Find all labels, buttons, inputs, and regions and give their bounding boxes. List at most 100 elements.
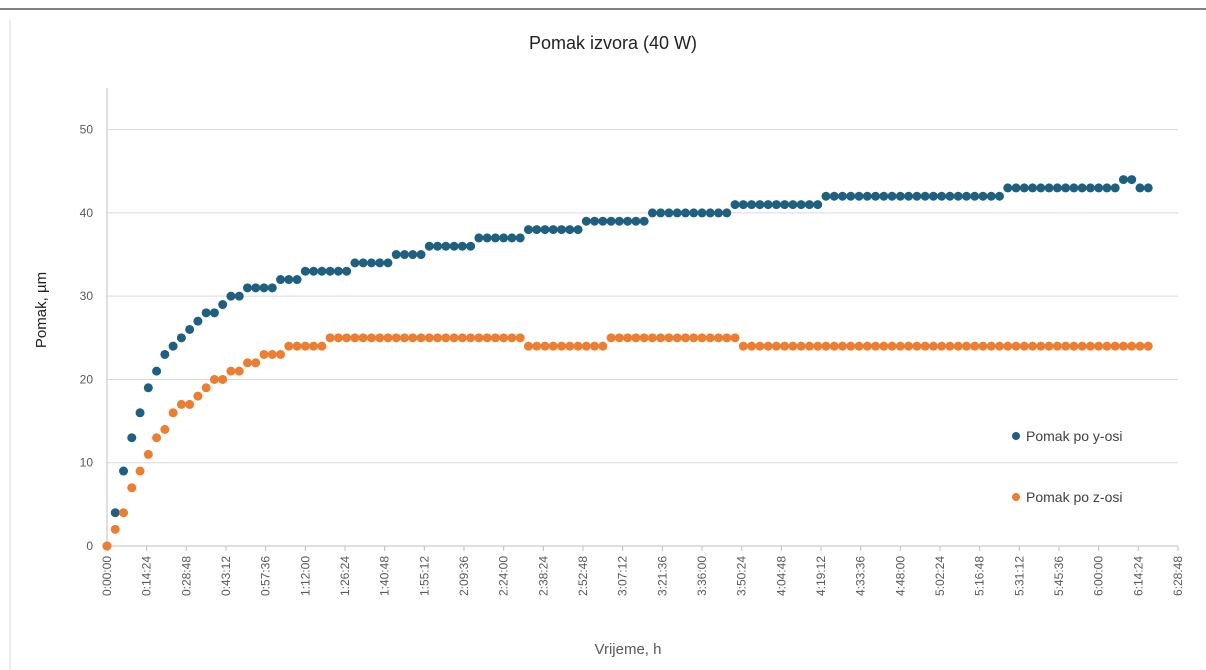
data-point — [763, 200, 773, 210]
data-point — [945, 191, 955, 201]
data-point — [788, 341, 798, 351]
data-point — [400, 250, 409, 260]
data-point — [1052, 183, 1062, 193]
data-point — [168, 341, 178, 351]
data-point — [1052, 341, 1062, 351]
data-point — [1085, 341, 1095, 351]
data-point — [639, 333, 649, 343]
data-point — [119, 508, 129, 518]
data-point — [862, 191, 872, 201]
data-point — [895, 341, 905, 351]
data-point — [581, 341, 591, 351]
data-point — [606, 333, 616, 343]
data-point — [1028, 341, 1038, 351]
data-point — [788, 200, 798, 210]
data-point — [623, 216, 633, 226]
data-point — [557, 225, 567, 235]
data-point — [1044, 341, 1054, 351]
x-tick-label: 1:55:12 — [417, 556, 431, 596]
data-point — [1102, 341, 1112, 351]
data-point — [573, 341, 583, 351]
data-point — [680, 333, 690, 343]
data-point — [1003, 341, 1013, 351]
data-point — [961, 191, 971, 201]
data-point — [945, 341, 955, 351]
data-point — [152, 433, 162, 443]
data-point — [1135, 183, 1145, 193]
data-point — [135, 408, 145, 418]
data-point — [309, 341, 319, 351]
data-point — [391, 333, 401, 343]
data-point — [466, 241, 476, 251]
data-point — [342, 266, 352, 276]
data-point — [433, 241, 443, 251]
data-point — [1011, 183, 1021, 193]
data-point — [416, 250, 426, 260]
data-point — [680, 208, 690, 218]
data-point — [986, 341, 996, 351]
data-point — [548, 225, 558, 235]
data-point — [639, 216, 649, 226]
data-point — [110, 508, 120, 518]
x-tick-label: 3:21:36 — [655, 556, 669, 596]
data-point — [375, 258, 385, 268]
data-point — [771, 341, 781, 351]
data-point — [714, 208, 724, 218]
data-point — [309, 266, 319, 276]
data-point — [598, 216, 608, 226]
x-tick-label: 2:09:36 — [457, 556, 471, 596]
x-tick-label: 2:52:48 — [576, 556, 590, 596]
y-tick-label: 0 — [86, 539, 93, 553]
data-point — [449, 241, 459, 251]
data-point — [912, 191, 922, 201]
data-point — [325, 333, 335, 343]
data-point — [267, 283, 277, 293]
data-point — [193, 391, 203, 401]
data-point — [1143, 183, 1153, 193]
data-point — [209, 308, 219, 318]
data-point — [251, 358, 261, 368]
data-point — [201, 308, 211, 318]
data-point — [953, 191, 963, 201]
data-point — [862, 341, 872, 351]
data-point — [1061, 341, 1071, 351]
data-point — [234, 366, 244, 376]
x-tick-label: 5:02:24 — [933, 556, 947, 596]
data-point — [978, 341, 988, 351]
data-point — [755, 341, 765, 351]
data-point — [176, 399, 186, 409]
x-tick-label: 0:14:24 — [140, 556, 154, 596]
data-point — [1118, 175, 1128, 185]
data-point — [804, 341, 814, 351]
y-tick-label: 10 — [80, 456, 94, 470]
data-point — [185, 324, 195, 334]
data-point — [259, 349, 269, 359]
data-point — [590, 216, 600, 226]
legend-marker — [1012, 432, 1020, 440]
x-tick-label: 6:00:00 — [1092, 556, 1106, 596]
data-point — [995, 191, 1004, 201]
data-point — [1028, 183, 1038, 193]
data-point — [796, 341, 806, 351]
data-point — [152, 366, 162, 376]
data-point — [1085, 183, 1095, 193]
data-point — [1061, 183, 1071, 193]
x-tick-label: 2:38:24 — [536, 556, 550, 596]
data-point — [102, 541, 112, 551]
legend-marker — [1012, 493, 1020, 501]
data-point — [523, 225, 533, 235]
data-point — [623, 333, 633, 343]
data-point — [1036, 341, 1046, 351]
data-point — [846, 341, 856, 351]
data-point — [160, 349, 170, 359]
data-point — [1069, 183, 1079, 193]
data-point — [606, 216, 616, 226]
data-point — [953, 341, 963, 351]
x-axis-label: Vrijeme, h — [595, 641, 662, 658]
data-point — [242, 358, 252, 368]
data-point — [829, 191, 839, 201]
x-tick-label: 5:45:36 — [1052, 556, 1066, 596]
data-point — [499, 333, 509, 343]
data-point — [333, 266, 343, 276]
